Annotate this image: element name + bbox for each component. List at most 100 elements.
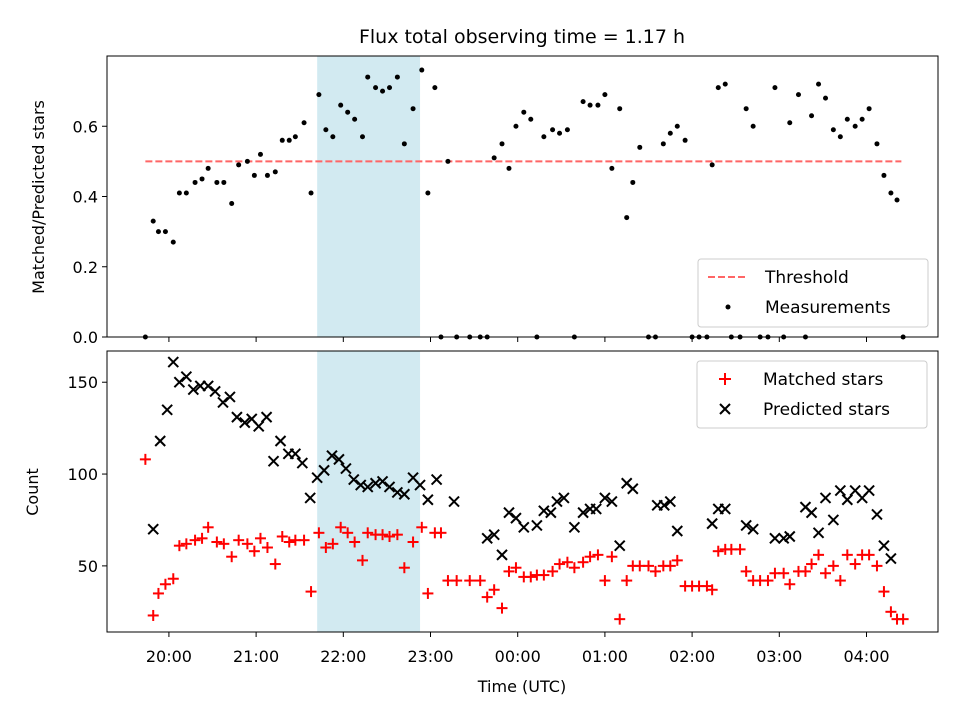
- matched-point: [897, 613, 909, 625]
- measurement-point: [617, 106, 623, 112]
- measurement-point: [387, 85, 393, 91]
- measurement-point: [316, 92, 322, 98]
- matched-point: [261, 542, 273, 554]
- measurement-point: [709, 162, 715, 168]
- matched-point: [196, 532, 208, 544]
- matched-point: [384, 530, 396, 542]
- predicted-point: [706, 517, 718, 530]
- matched-point: [806, 558, 818, 570]
- matched-point: [863, 549, 875, 561]
- predicted-point: [209, 385, 221, 398]
- measurement-point: [528, 116, 534, 122]
- predicted-point: [430, 473, 443, 486]
- matched-point: [407, 536, 419, 548]
- measurement-point: [743, 106, 749, 112]
- measurement-point: [183, 190, 189, 196]
- matched-point: [320, 542, 332, 554]
- matched-point: [649, 565, 661, 577]
- predicted-stars-series: [147, 356, 897, 565]
- predicted-point: [496, 549, 508, 561]
- measurement-point: [214, 179, 220, 185]
- measurement-point: [352, 116, 358, 122]
- matched-point: [377, 529, 389, 541]
- measurement-point: [236, 162, 242, 168]
- predicted-point: [658, 499, 670, 511]
- predicted-point: [340, 462, 352, 475]
- measurement-point: [637, 144, 643, 150]
- x-axis-label: Time (UTC): [477, 677, 566, 696]
- y-tick-label: 0.2: [73, 258, 98, 277]
- matched-point: [554, 558, 566, 570]
- measurement-point: [630, 179, 636, 185]
- measurement-point: [580, 99, 586, 105]
- predicted-point: [318, 464, 330, 477]
- measurement-point: [380, 88, 386, 94]
- measurement-point: [251, 172, 257, 178]
- matched-point: [712, 545, 724, 557]
- matched-point: [664, 560, 676, 572]
- matched-point: [547, 565, 559, 577]
- measurement-point: [866, 106, 872, 112]
- measurements-legend-swatch: [725, 304, 731, 310]
- predicted-point: [819, 492, 832, 504]
- predicted-point: [167, 356, 179, 368]
- predicted-point: [671, 525, 683, 537]
- measurement-point: [787, 120, 793, 126]
- measurement-point: [155, 229, 161, 235]
- measurement-point: [550, 127, 556, 133]
- predicted-point: [568, 521, 581, 534]
- predicted-point: [154, 435, 166, 447]
- predicted-point: [355, 479, 367, 491]
- matched-point: [335, 521, 347, 533]
- matched-point: [871, 560, 883, 572]
- predicted-point: [599, 492, 611, 504]
- measurement-point: [715, 85, 721, 91]
- measurement-point: [609, 165, 615, 171]
- matched-point: [327, 538, 339, 550]
- predicted-point: [834, 484, 847, 497]
- matched-point: [784, 578, 796, 590]
- matched-point: [878, 586, 890, 598]
- predicted-legend-swatch: [719, 403, 731, 415]
- predicted-point: [545, 506, 557, 519]
- matched-point: [269, 558, 281, 570]
- predicted-point: [369, 477, 382, 489]
- matched-point: [173, 540, 185, 552]
- measurement-point: [859, 116, 865, 122]
- matched-point: [180, 538, 192, 550]
- predicted-point: [391, 486, 404, 499]
- measurement-point: [564, 127, 570, 133]
- predicted-point: [614, 539, 626, 552]
- predicted-point: [747, 523, 759, 535]
- predicted-point: [551, 495, 563, 508]
- matched-point: [621, 575, 633, 587]
- measurement-point: [624, 215, 630, 221]
- matched-point: [740, 565, 752, 577]
- matched-point: [248, 545, 260, 557]
- chart-title: Flux total observing time = 1.17 h: [359, 26, 685, 48]
- matched-point: [834, 575, 846, 587]
- matched-point: [706, 584, 718, 596]
- predicted-point: [376, 475, 389, 488]
- measurements-legend-label: Measurements: [765, 298, 891, 318]
- predicted-point: [414, 479, 426, 491]
- predicted-point: [827, 514, 840, 526]
- bottom-axes-frame: [106, 350, 939, 633]
- measurement-point: [323, 127, 329, 133]
- top-y-axis-label: Matched/Predicted stars: [29, 100, 48, 294]
- measurement-point: [221, 179, 227, 185]
- matched-point: [189, 534, 201, 546]
- predicted-point: [253, 420, 265, 433]
- measurement-point: [373, 85, 379, 91]
- measurement-point: [660, 141, 666, 147]
- measurement-point: [170, 239, 176, 245]
- matched-point: [885, 606, 897, 618]
- predicted-point: [304, 492, 316, 504]
- matched-point: [305, 586, 317, 598]
- measurement-point: [410, 106, 416, 112]
- predicted-point: [627, 483, 639, 495]
- matched-legend-swatch: [719, 373, 731, 385]
- measurement-point: [257, 151, 263, 157]
- matched-point: [584, 551, 596, 563]
- matched-point: [218, 538, 230, 550]
